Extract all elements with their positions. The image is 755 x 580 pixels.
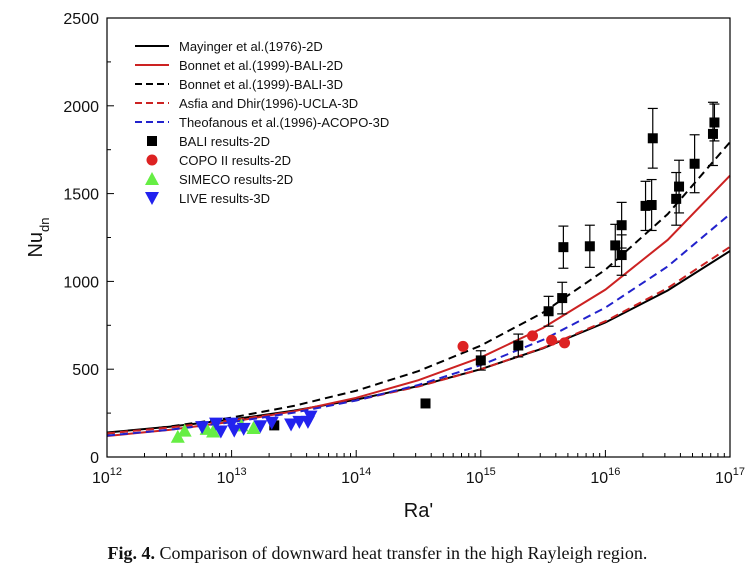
data-point xyxy=(646,200,657,211)
data-point xyxy=(513,340,524,351)
data-point xyxy=(557,293,568,304)
data-point xyxy=(616,220,627,231)
data-point xyxy=(671,193,682,204)
data-point xyxy=(206,424,221,438)
data-point xyxy=(213,425,228,439)
legend: Mayinger et al.(1976)-2D Bonnet et al.(19… xyxy=(135,39,389,206)
y-tick-label: 1500 xyxy=(63,187,99,204)
data-point xyxy=(689,158,700,169)
legend-label: Asfia and Dhir(1996)-UCLA-3D xyxy=(179,96,358,111)
legend-label: Bonnet et al.(1999)-BALI-3D xyxy=(179,77,343,92)
data-point xyxy=(236,422,251,436)
legend-label: Bonnet et al.(1999)-BALI-2D xyxy=(179,58,343,73)
legend-label: Theofanous et al.(1996)-ACOPO-3D xyxy=(179,115,389,130)
legend-label: LIVE results-3D xyxy=(179,191,270,206)
x-tick-label: 1016 xyxy=(590,466,620,487)
data-point xyxy=(284,418,299,432)
data-point xyxy=(527,330,539,342)
data-point xyxy=(707,128,718,139)
data-point xyxy=(543,306,554,317)
y-tick-label: 2000 xyxy=(63,99,99,116)
data-point xyxy=(269,420,280,431)
data-point xyxy=(246,421,261,435)
y-axis-title: Nudn xyxy=(25,217,52,257)
data-point xyxy=(227,424,242,438)
x-tick-label: 1015 xyxy=(466,466,496,487)
y-tick-label: 2500 xyxy=(63,11,99,28)
data-point xyxy=(253,420,268,434)
data-point xyxy=(674,181,685,192)
data-markers xyxy=(170,101,720,443)
data-point xyxy=(170,429,185,443)
x-tick-label: 1014 xyxy=(341,466,371,487)
x-tick-label: 1013 xyxy=(217,466,247,487)
data-point xyxy=(475,355,486,366)
data-point xyxy=(640,200,651,211)
curve-line xyxy=(106,213,731,437)
x-axis-title: Ra' xyxy=(404,500,433,522)
data-point xyxy=(709,117,720,128)
data-point xyxy=(616,250,627,261)
data-point xyxy=(303,410,318,424)
data-point xyxy=(177,423,192,437)
data-point xyxy=(546,334,558,346)
legend-label: SIMECO results-2D xyxy=(179,172,293,187)
data-point xyxy=(559,337,571,349)
legend-label: COPO II results-2D xyxy=(179,153,291,168)
legend-marker xyxy=(145,172,159,185)
y-tick-label: 500 xyxy=(72,362,99,379)
data-point xyxy=(647,133,658,144)
data-point xyxy=(584,241,595,252)
y-tick-label: 0 xyxy=(90,450,99,467)
data-point xyxy=(558,242,569,253)
chart: 0 500 1000 1500 2000 2500 1012 1013 1014 1015 1016… xyxy=(25,11,745,522)
data-point xyxy=(264,416,279,430)
y-tick-label: 1000 xyxy=(63,274,99,291)
legend-label: BALI results-2D xyxy=(179,134,270,149)
axes: 0 500 1000 1500 2000 2500 1012 1013 1014 1015 1016… xyxy=(63,11,745,487)
legend-marker xyxy=(145,192,159,205)
curve-line xyxy=(106,250,731,434)
data-point xyxy=(209,417,224,431)
data-point xyxy=(457,340,469,352)
data-point xyxy=(610,240,621,251)
legend-marker xyxy=(147,136,157,146)
figure-caption: Fig. 4. Comparison of downward heat tran… xyxy=(0,543,755,564)
x-tick-label: 1012 xyxy=(92,466,122,487)
caption-text: Comparison of downward heat transfer in … xyxy=(155,543,648,563)
caption-label: Fig. 4. xyxy=(107,543,156,563)
x-tick-label: 1017 xyxy=(715,466,745,487)
data-point xyxy=(195,421,210,435)
data-point xyxy=(420,398,431,409)
data-point xyxy=(224,417,239,431)
curve-line xyxy=(106,246,731,435)
legend-marker xyxy=(146,154,158,166)
legend-label: Mayinger et al.(1976)-2D xyxy=(179,39,323,54)
